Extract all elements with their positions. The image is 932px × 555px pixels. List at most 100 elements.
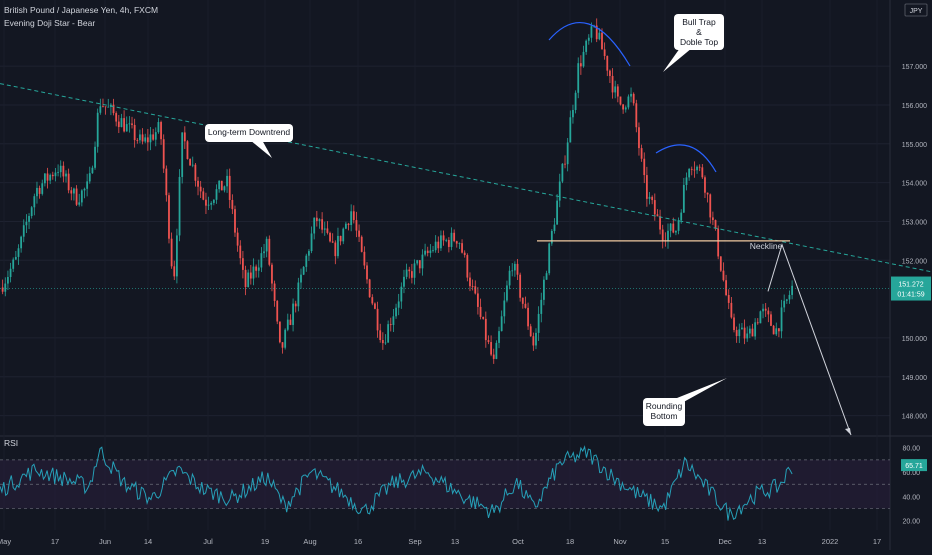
candle-body xyxy=(498,331,500,343)
annotation-rounding-bottom-text: Bottom xyxy=(651,411,678,421)
candle-body xyxy=(532,336,535,346)
candle-body xyxy=(302,266,305,275)
candle-body xyxy=(495,342,498,359)
candle-body xyxy=(780,307,783,332)
currency-badge-box[interactable] xyxy=(904,3,928,17)
candle-body xyxy=(389,324,392,325)
annotation-downtrend-box[interactable] xyxy=(205,124,293,142)
candle-body xyxy=(714,220,717,229)
candle-body xyxy=(284,329,287,348)
candle-body xyxy=(645,175,648,199)
candle-body xyxy=(366,265,368,280)
candle-body xyxy=(120,118,123,128)
candle-body xyxy=(521,297,524,304)
candle-body xyxy=(141,134,144,142)
candle-body xyxy=(730,302,733,318)
x-tick-label: 13 xyxy=(758,537,766,546)
candle-body xyxy=(146,137,149,143)
candle-body xyxy=(667,230,669,241)
candle-body xyxy=(387,324,390,343)
annotation-bull-trap-box[interactable] xyxy=(674,14,724,50)
annotation-rounding-bottom-box[interactable] xyxy=(643,398,685,426)
candle-body xyxy=(157,122,160,133)
candle-body xyxy=(239,245,242,259)
candle-body xyxy=(682,184,685,213)
candle-body xyxy=(294,303,297,307)
candle-body xyxy=(561,163,564,182)
candle-body xyxy=(701,167,704,178)
candle-body xyxy=(543,279,545,300)
candle-body xyxy=(622,104,625,110)
candle-body xyxy=(199,186,202,192)
candle-body xyxy=(371,297,374,304)
candle-body xyxy=(434,241,437,251)
candle-body xyxy=(49,174,52,181)
candle-body xyxy=(711,217,714,221)
currency-badge[interactable]: JPY xyxy=(910,8,923,15)
candle-body xyxy=(36,187,38,197)
annotation-neckline[interactable]: Neckline xyxy=(750,241,783,251)
candle-body xyxy=(696,166,698,171)
candle-body xyxy=(638,127,640,149)
candle-body xyxy=(228,175,231,200)
candle-body xyxy=(242,258,244,270)
projection-path[interactable] xyxy=(767,243,852,436)
candle-body xyxy=(186,141,189,159)
candle-body xyxy=(62,165,65,177)
candle-body xyxy=(191,164,194,166)
candle-body xyxy=(181,132,184,177)
candle-body xyxy=(635,103,638,128)
candle-body xyxy=(292,303,294,325)
candle-body xyxy=(585,40,588,52)
candle-body xyxy=(165,168,168,196)
candle-body xyxy=(112,104,115,114)
candle-body xyxy=(445,239,448,241)
candle-body xyxy=(746,333,749,339)
candle-body xyxy=(38,187,41,194)
candle-body xyxy=(408,269,411,272)
candle-body xyxy=(376,308,379,331)
top-arc-1[interactable] xyxy=(548,22,631,67)
candle-body xyxy=(297,282,300,307)
candle-body xyxy=(51,174,54,177)
candle-body xyxy=(271,264,273,284)
candle-body xyxy=(669,223,672,231)
candle-body xyxy=(458,243,461,244)
candle-body xyxy=(65,173,67,177)
candle-body xyxy=(603,49,606,56)
candle-body xyxy=(22,225,25,237)
annotation-bull-trap-text: Bull Trap xyxy=(682,17,716,27)
candle-body xyxy=(215,189,218,200)
candle-body xyxy=(743,327,746,339)
candle-body xyxy=(616,86,619,97)
candle-body xyxy=(236,232,239,246)
candle-body xyxy=(30,207,33,217)
x-tick-label: 15 xyxy=(661,537,669,546)
candle-body xyxy=(463,252,466,256)
rsi-tick-label: 60.00 xyxy=(902,470,920,477)
candle-body xyxy=(519,274,522,298)
candle-body xyxy=(461,243,463,253)
candle-body xyxy=(7,276,9,284)
candle-body xyxy=(73,188,75,194)
candle-body xyxy=(313,217,316,234)
candle-body xyxy=(432,250,434,252)
candle-body xyxy=(96,112,99,147)
x-tick-label: 18 xyxy=(566,537,574,546)
candle-body xyxy=(70,190,73,194)
candle-body xyxy=(14,256,17,260)
candle-body xyxy=(104,106,107,108)
rsi-value-box xyxy=(901,459,927,472)
candle-body xyxy=(54,172,57,177)
candle-body xyxy=(719,256,722,271)
candle-body xyxy=(413,263,416,278)
header-symbol: British Pound / Japanese Yen, 4h, FXCM xyxy=(4,5,158,15)
candle-body xyxy=(759,311,762,324)
top-arc-2[interactable] xyxy=(655,144,717,173)
candle-body xyxy=(754,322,757,337)
candle-body xyxy=(558,181,561,201)
x-tick-label: 14 xyxy=(144,537,152,546)
candle-body xyxy=(144,137,147,142)
